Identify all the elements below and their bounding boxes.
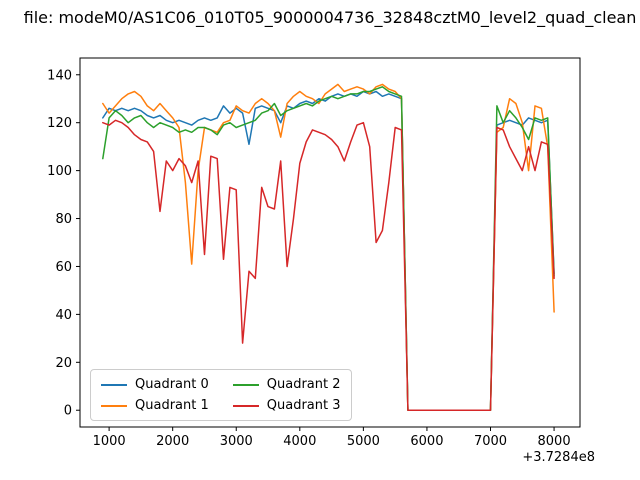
legend-label-quadrant-3: Quadrant 3	[266, 398, 341, 413]
y-tick-label: 20	[55, 356, 72, 371]
legend-line-quadrant-2	[232, 383, 259, 386]
legend-item-quadrant-0: Quadrant 0	[101, 377, 209, 392]
plot-title: file: modeM0/AS1C06_010T05_9000004736_32…	[23, 8, 637, 27]
x-tick-label: 7000	[474, 434, 507, 449]
y-tick-label: 120	[47, 116, 72, 131]
legend-line-quadrant-3	[232, 404, 259, 407]
legend-label-quadrant-2: Quadrant 2	[266, 377, 341, 392]
x-tick-label: 1000	[93, 434, 126, 449]
legend-label-quadrant-0: Quadrant 0	[135, 377, 209, 392]
x-tick-label: 2000	[156, 434, 189, 449]
y-tick-label: 80	[55, 212, 72, 227]
legend: Quadrant 0 Quadrant 1 Quadrant 2 Quadran…	[90, 369, 352, 421]
x-axis-offset-label: +3.7284e8	[522, 450, 595, 465]
y-tick-label: 0	[64, 404, 72, 419]
legend-item-quadrant-2: Quadrant 2	[232, 377, 341, 392]
legend-line-quadrant-1	[101, 404, 127, 407]
y-tick-label: 60	[55, 260, 72, 275]
axes-spines	[79, 57, 581, 428]
y-tick-label: 140	[47, 68, 72, 83]
series-line-quadrant-2	[102, 86, 555, 411]
y-tick-label: 40	[55, 308, 72, 323]
legend-item-quadrant-1: Quadrant 1	[101, 398, 209, 413]
series-line-quadrant-3	[102, 119, 555, 411]
x-tick-label: 4000	[283, 434, 316, 449]
x-tick-label: 6000	[410, 434, 443, 449]
x-tick-label: 3000	[220, 434, 253, 449]
legend-label-quadrant-1: Quadrant 1	[135, 398, 209, 413]
legend-line-quadrant-0	[101, 383, 127, 386]
legend-item-quadrant-3: Quadrant 3	[232, 398, 341, 413]
x-tick-label: 8000	[538, 434, 571, 449]
x-tick-label: 5000	[347, 434, 380, 449]
series-line-quadrant-1	[102, 83, 555, 411]
y-tick-label: 100	[47, 164, 72, 179]
series-line-quadrant-0	[102, 90, 555, 411]
